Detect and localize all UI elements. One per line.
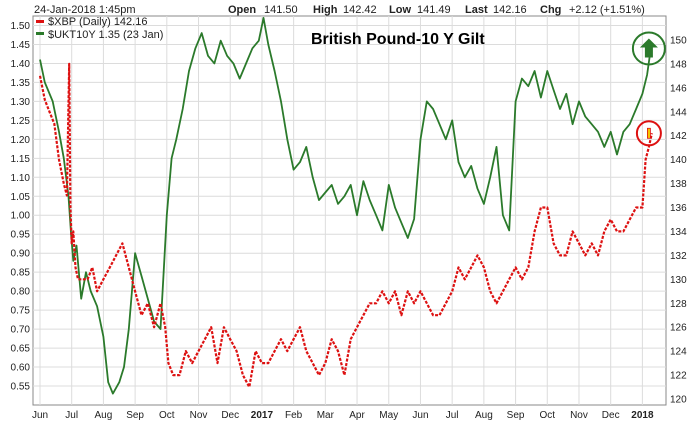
x-tick-label: Oct	[159, 410, 175, 421]
gbp-marker-circle	[635, 120, 662, 147]
header-low-value: 141.49	[417, 4, 451, 16]
left-tick-label: 1.45	[11, 40, 31, 51]
left-tick-label: 0.85	[11, 268, 31, 279]
series-line-gbp	[38, 62, 653, 389]
plot-frame	[32, 15, 667, 406]
legend: $XBP (Daily) 142.16 $UKT10Y 1.35 (23 Jan…	[36, 16, 163, 41]
grid	[33, 16, 666, 405]
x-tick-label: Jul	[446, 410, 459, 421]
left-tick-label: 0.65	[11, 344, 31, 355]
right-tick-label: 136	[670, 203, 687, 214]
right-tick-label: 126	[670, 323, 687, 334]
header-open-value: 141.50	[264, 4, 298, 16]
header-timestamp: 24-Jan-2018 1:45pm	[34, 4, 136, 16]
x-tick-label: 2018	[631, 410, 654, 421]
legend-swatch-gbp	[36, 20, 44, 23]
right-tick-label: 122	[670, 371, 687, 382]
x-tick-label: May	[379, 410, 398, 421]
x-tick-label: Jul	[65, 410, 78, 421]
left-tick-label: 0.70	[11, 325, 31, 336]
legend-gilt-label: $UKT10Y 1.35 (23 Jan)	[48, 29, 163, 41]
header-chg-label: Chg	[540, 4, 561, 16]
header-high-value: 142.42	[343, 4, 377, 16]
right-axis: 150 148 146 144 142 140 138 136 134 132 130 128 126 1…	[670, 35, 687, 405]
left-tick-label: 0.90	[11, 249, 31, 260]
right-tick-label: 124	[670, 347, 687, 358]
last-bar-icon	[647, 127, 651, 139]
header-low-label: Low	[389, 4, 411, 16]
right-tick-label: 146	[670, 83, 687, 94]
x-tick-label: Nov	[190, 410, 208, 421]
left-axis: 1.50 1.45 1.40 1.35 1.30 1.25 1.20 1.15 1.10 1.05…	[11, 21, 31, 393]
marker-layer	[631, 31, 666, 147]
right-tick-label: 120	[670, 395, 687, 406]
left-tick-label: 0.60	[11, 363, 31, 374]
right-tick-label: 128	[670, 299, 687, 310]
header-last-value: 142.16	[493, 4, 527, 16]
left-tick-label: 1.10	[11, 173, 31, 184]
up-arrow-icon	[639, 38, 658, 58]
left-tick-label: 1.20	[11, 135, 31, 146]
right-tick-label: 138	[670, 179, 687, 190]
x-tick-label: Aug	[95, 410, 113, 421]
x-tick-label: Jun	[32, 410, 48, 421]
left-tick-label: 1.25	[11, 116, 31, 127]
right-tick-label: 148	[670, 59, 687, 70]
right-tick-label: 132	[670, 251, 687, 262]
header-last-label: Last	[465, 4, 488, 16]
header: 24-Jan-2018 1:45pm Open 141.50 High 142.…	[34, 4, 645, 16]
chart-title: British Pound-10 Y Gilt	[311, 31, 485, 48]
right-tick-label: 150	[670, 35, 687, 46]
x-tick-label: Jun	[412, 410, 428, 421]
header-chg-value: +2.12 (+1.51%)	[569, 4, 645, 16]
header-open-label: Open	[228, 4, 256, 16]
x-tick-label: Apr	[349, 410, 365, 421]
right-tick-label: 144	[670, 107, 687, 118]
right-tick-label: 140	[670, 155, 687, 166]
right-tick-label: 134	[670, 227, 687, 238]
left-tick-label: 0.80	[11, 287, 31, 298]
series-line-gilt	[39, 16, 653, 395]
left-tick-label: 1.50	[11, 21, 31, 32]
legend-gbp-label: $XBP (Daily) 142.16	[48, 16, 147, 28]
left-tick-label: 1.35	[11, 78, 31, 89]
left-tick-label: 1.05	[11, 192, 31, 203]
left-tick-label: 1.30	[11, 97, 31, 108]
right-tick-label: 130	[670, 275, 687, 286]
x-tick-label: Sep	[507, 410, 525, 421]
x-tick-label: Mar	[317, 410, 335, 421]
x-tick-label: Dec	[602, 410, 620, 421]
left-tick-label: 1.00	[11, 211, 31, 222]
left-tick-label: 0.55	[11, 382, 31, 393]
left-tick-label: 0.75	[11, 306, 31, 317]
right-tick-label: 142	[670, 131, 687, 142]
x-tick-label: Nov	[570, 410, 588, 421]
x-axis: Jun Jul Aug Sep Oct Nov Dec 2017 Feb Mar Apr May Jun…	[32, 410, 654, 421]
x-tick-label: Aug	[475, 410, 493, 421]
legend-swatch-gilt	[36, 32, 44, 35]
x-tick-label: Dec	[221, 410, 239, 421]
x-tick-label: 2017	[251, 410, 274, 421]
x-tick-label: Sep	[126, 410, 144, 421]
x-tick-label: Feb	[285, 410, 303, 421]
left-tick-label: 1.40	[11, 59, 31, 70]
left-tick-label: 0.95	[11, 230, 31, 241]
series-layer	[38, 16, 653, 395]
left-tick-label: 1.15	[11, 154, 31, 165]
header-high-label: High	[313, 4, 338, 16]
gilt-marker-circle	[631, 31, 666, 66]
x-tick-label: Oct	[539, 410, 555, 421]
